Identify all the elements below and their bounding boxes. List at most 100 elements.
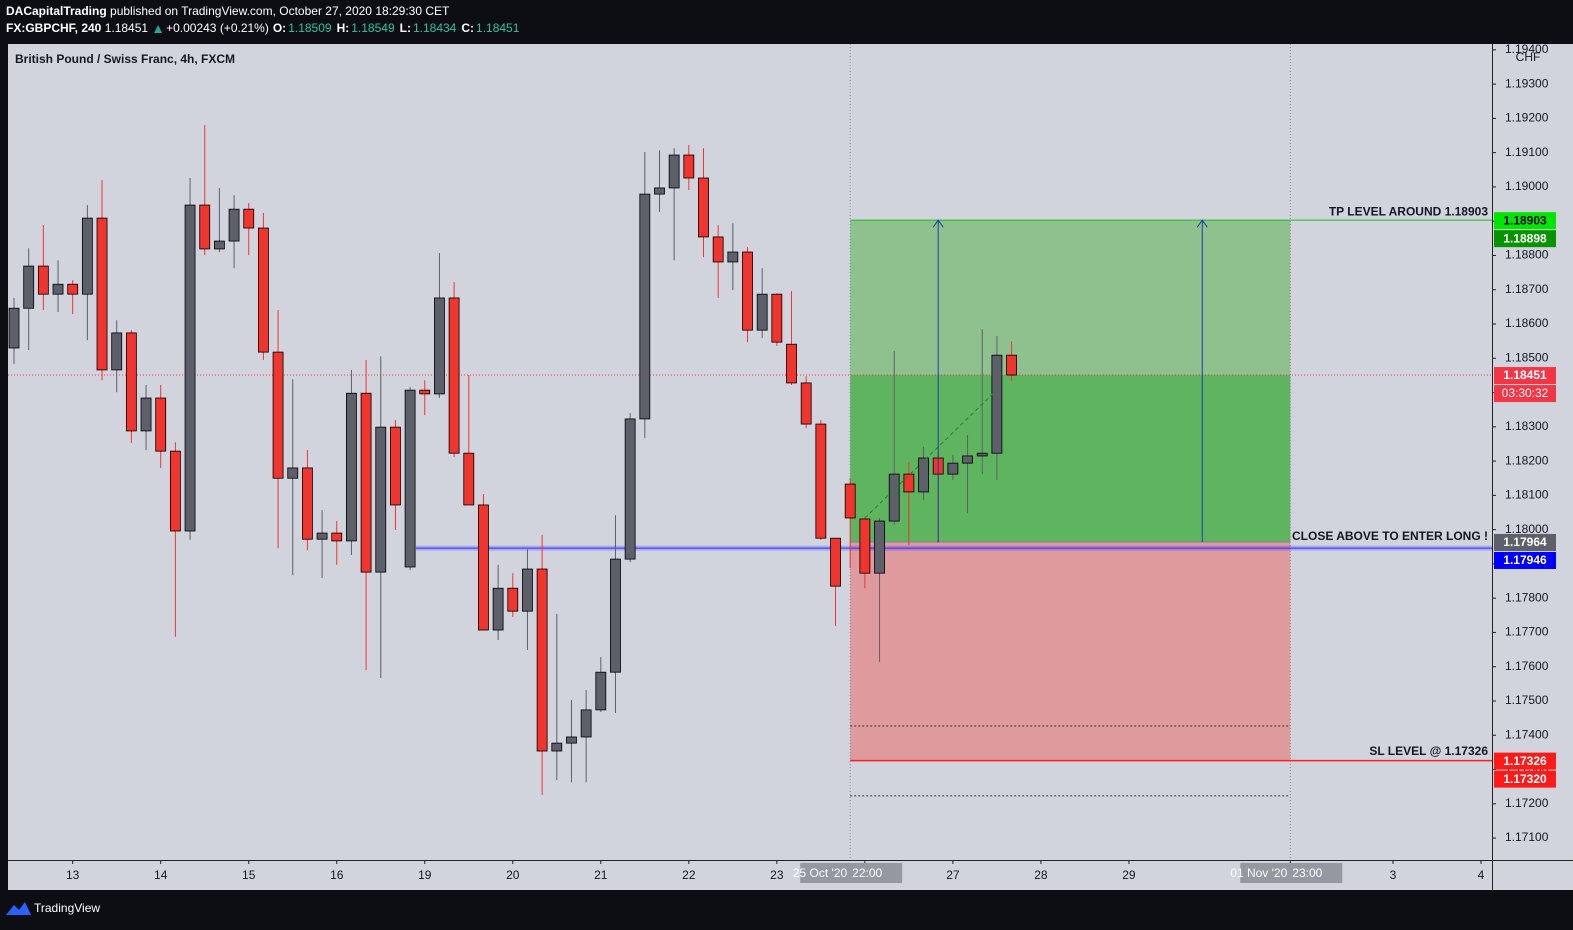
candle-body (434, 297, 445, 395)
time-highlight-date: 25 Oct '20 (793, 866, 848, 880)
time-highlight-date: 01 Nov '20 (1230, 866, 1287, 880)
candle-body (727, 251, 739, 263)
price-label: 1.17326 (1503, 754, 1547, 768)
y-tick-label: 1.18500 (1505, 350, 1549, 364)
y-tick-label: 1.17400 (1505, 727, 1549, 741)
candle-body (184, 204, 196, 532)
candle-body (448, 297, 460, 454)
candle-body (52, 283, 64, 295)
x-tick-label: 23 (770, 868, 784, 882)
x-tick-label: 13 (66, 868, 80, 882)
x-tick-label: 4 (1478, 868, 1485, 882)
time-highlight-box (1240, 863, 1343, 883)
candle-body (756, 293, 768, 331)
candle-body (976, 452, 988, 457)
candle-body (8, 307, 20, 349)
candle-body (258, 227, 269, 353)
header-line-2: FX:GBPCHF, 240 1.18451 (6, 21, 148, 35)
time-highlight-box (800, 863, 903, 883)
candle-body (463, 452, 475, 506)
candle-body (404, 389, 416, 568)
candle-body (375, 426, 387, 573)
candle-body (947, 462, 959, 475)
candle-body (199, 204, 211, 250)
candle-body (874, 520, 885, 574)
price-label-box (1494, 770, 1556, 788)
candle-body (111, 332, 123, 371)
y-tick-label: 1.18100 (1505, 488, 1549, 502)
candle-body (331, 532, 343, 542)
candle-body (155, 397, 167, 452)
ohlc-label: H: (337, 21, 350, 35)
candle-body (96, 217, 108, 371)
price-label-box (1494, 533, 1556, 551)
ohlc-label: O: (273, 21, 286, 35)
header-line-1: DACapitalTrading published on TradingVie… (6, 4, 450, 18)
candle-body (786, 343, 797, 384)
footer-brand: TradingView (34, 901, 100, 915)
y-tick-label: 1.19100 (1505, 145, 1549, 159)
target-label: TP LEVEL AROUND 1.18903 (1329, 204, 1488, 218)
symbol: FX:GBPCHF, 240 (6, 21, 102, 35)
y-tick-label: 1.18200 (1505, 453, 1549, 467)
y-tick-label: 1.18300 (1505, 419, 1549, 433)
price-label: 1.18903 (1503, 213, 1547, 227)
candle-body (67, 283, 79, 295)
x-tick-label: 16 (330, 868, 344, 882)
published: published on TradingView.com, October 27… (110, 4, 450, 18)
candle-body (844, 483, 856, 519)
candle-body (698, 177, 709, 238)
candle-body (390, 426, 401, 506)
candle-body (81, 217, 93, 295)
candle-body (683, 154, 695, 179)
target-zone-filled (850, 375, 1291, 542)
ohlc-label: C: (461, 21, 474, 35)
y-tick-label: 1.19400 (1505, 42, 1549, 56)
candle-body (668, 154, 680, 189)
x-tick-label: 27 (946, 868, 960, 882)
candle-body (991, 354, 1003, 454)
last-price: 1.18451 (105, 21, 149, 35)
plot: TP LEVEL AROUND 1.18903 CLOSE ABOVE TO EN… (8, 44, 1492, 860)
ohlc-value: 1.18549 (351, 21, 395, 35)
candle-body (140, 397, 152, 432)
candle-body (624, 418, 636, 560)
arrow-head (1196, 219, 1208, 228)
y-tick-label: 1.19200 (1505, 111, 1549, 125)
ohlc-value: 1.18509 (288, 21, 332, 35)
candle-body (551, 742, 563, 752)
candle-body (23, 265, 35, 309)
ohlc-value: 1.18434 (413, 21, 457, 35)
candle-body (639, 193, 651, 420)
candle-body (830, 537, 841, 587)
y-tick-label: 1.17600 (1505, 659, 1549, 673)
candle-body (580, 709, 592, 738)
candle-body (918, 457, 929, 493)
x-tick-label: 29 (1122, 868, 1136, 882)
y-tick-label: 1.17200 (1505, 796, 1549, 810)
time-highlight-time: 23:00 (1292, 866, 1322, 880)
candle-body (771, 293, 783, 343)
candle-body (169, 450, 181, 532)
ohlc-label: L: (400, 21, 411, 35)
stop-label: SL LEVEL @ 1.17326 (1369, 744, 1488, 758)
change: +0.00243 (+0.21%) (166, 21, 269, 35)
candle-body (243, 208, 255, 229)
footer-logo (6, 902, 31, 915)
y-tick-label: 1.18800 (1505, 248, 1549, 262)
price-label: 1.17964 (1503, 535, 1547, 549)
x-tick-label: 3 (1390, 868, 1397, 882)
y-tick-label: 1.17800 (1505, 590, 1549, 604)
candle-body (302, 467, 313, 540)
candle-body (228, 208, 240, 242)
candle-body (492, 587, 504, 631)
candle-body (712, 236, 724, 263)
price-label-box (1494, 212, 1556, 230)
stop-zone (850, 541, 1291, 761)
candle-body (287, 467, 299, 479)
logo-icon (6, 902, 31, 915)
candle-body (507, 587, 519, 612)
price-label: 1.18451 (1503, 368, 1547, 382)
candle-body (903, 473, 915, 493)
